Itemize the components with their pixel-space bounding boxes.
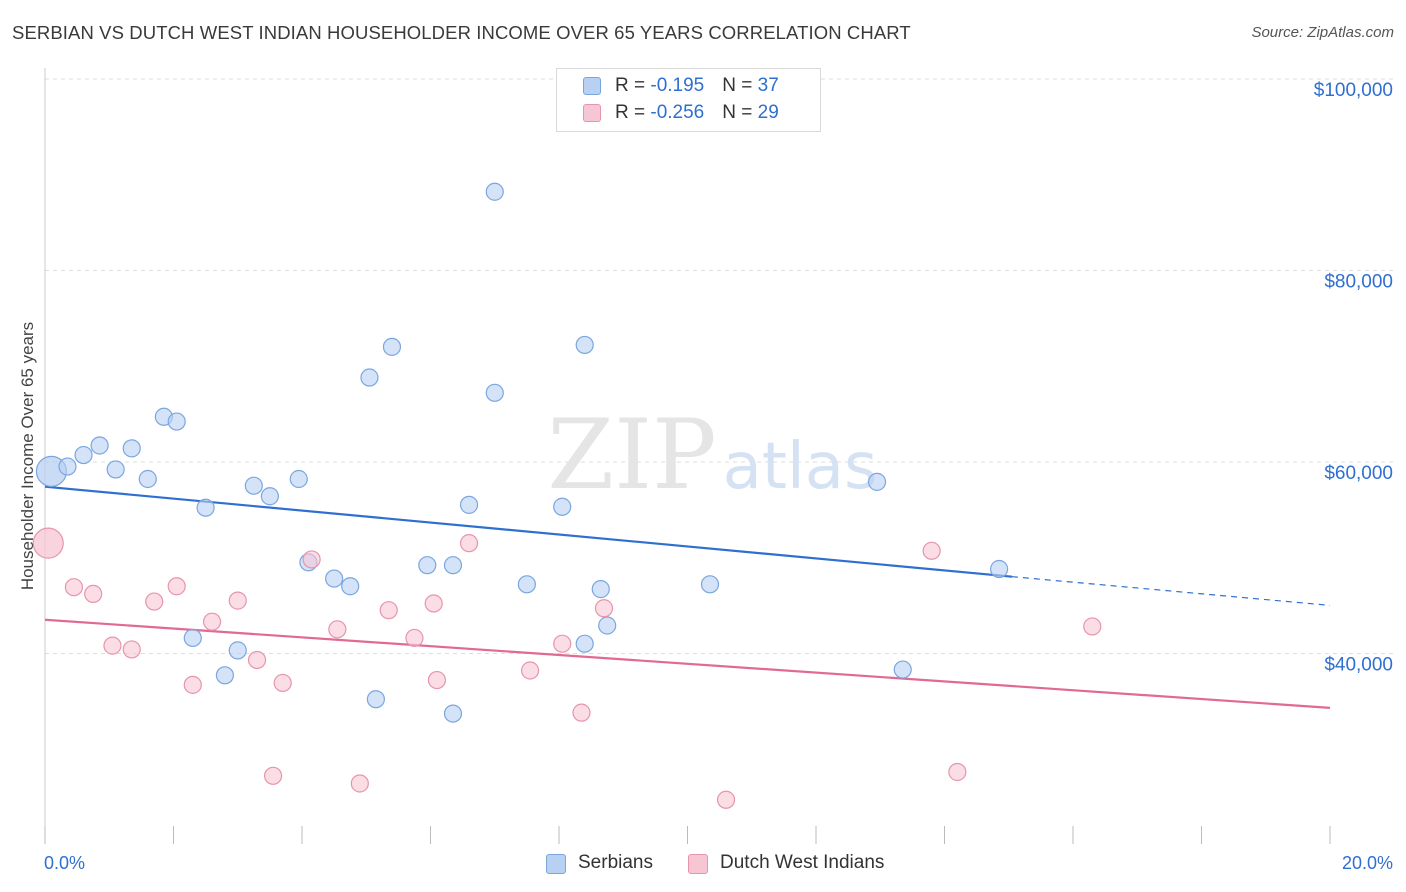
legend-r-value-serbians: -0.195 <box>650 75 705 96</box>
data-point-dutch <box>594 599 614 618</box>
data-point-serbians <box>485 182 504 201</box>
legend-n-label: N = <box>722 102 758 123</box>
watermark-zip: ZIP <box>547 399 716 511</box>
data-point-dutch <box>64 578 84 597</box>
data-point-serbians <box>196 498 215 517</box>
data-point-serbians <box>122 439 141 458</box>
legend-r-value-dutch: -0.256 <box>650 102 705 123</box>
data-point-serbians <box>325 569 344 588</box>
grid-layer <box>45 78 1393 654</box>
data-point-dutch <box>273 673 292 693</box>
legend-n-label: N = <box>722 75 758 96</box>
data-point-dutch <box>520 661 540 680</box>
data-point-dutch <box>103 636 122 655</box>
data-point-serbians <box>893 660 912 679</box>
data-point-dutch <box>84 584 103 604</box>
data-point-serbians <box>74 445 93 465</box>
x-tick-label-right: 20.0% <box>1342 853 1393 873</box>
data-point-serbians <box>183 628 202 648</box>
data-point-serbians <box>228 641 247 660</box>
data-point-dutch <box>32 527 64 559</box>
data-point-dutch <box>1083 617 1102 636</box>
data-point-serbians <box>215 666 234 685</box>
data-point-serbians <box>244 476 263 495</box>
legend-r-label: R = <box>615 102 651 123</box>
data-point-dutch <box>122 640 141 659</box>
data-point-serbians <box>260 487 279 506</box>
bottom-legend-swatch-dutch <box>688 854 708 874</box>
data-point-serbians <box>58 457 77 476</box>
data-point-dutch <box>247 650 267 670</box>
data-point-dutch <box>716 790 736 809</box>
data-point-serbians <box>138 469 157 489</box>
data-point-serbians <box>289 469 308 489</box>
data-point-serbians <box>867 472 887 491</box>
data-point-serbians <box>418 556 437 575</box>
source-label: Source: ZipAtlas.com <box>1251 24 1394 41</box>
data-point-dutch <box>263 766 283 785</box>
data-point-dutch <box>328 620 347 639</box>
data-point-serbians <box>575 335 594 355</box>
data-point-serbians <box>167 412 186 431</box>
data-point-dutch <box>922 541 941 560</box>
data-point-serbians <box>106 460 125 479</box>
legend-swatch-serbians <box>583 77 601 95</box>
trend-line-dutch <box>44 618 1331 709</box>
data-point-dutch <box>145 592 164 611</box>
legend-r-label: R = <box>615 75 651 96</box>
data-point-serbians <box>443 556 463 575</box>
data-point-serbians <box>553 497 572 516</box>
data-point-serbians <box>90 436 109 455</box>
data-point-serbians <box>591 580 610 599</box>
data-point-dutch <box>167 577 186 596</box>
data-point-dutch <box>183 675 202 694</box>
trend-line-dashed-serbians <box>1011 576 1331 606</box>
data-point-serbians <box>360 368 379 387</box>
y-tick-label: $40,000 <box>1324 655 1393 676</box>
data-point-dutch <box>302 550 321 569</box>
legend-n-value-serbians: 37 <box>757 75 779 96</box>
x-tick-label-left: 0.0% <box>44 853 85 873</box>
data-point-dutch <box>459 534 479 553</box>
y-tick-label: $100,000 <box>1314 80 1393 101</box>
watermark-atlas: atlas <box>723 430 878 504</box>
data-point-dutch <box>948 762 967 782</box>
data-point-dutch <box>427 670 447 690</box>
stats-legend: R = -0.195 N = 37 R = -0.256 N = 29 <box>556 68 821 132</box>
axis-layer <box>44 68 1331 844</box>
data-point-dutch <box>405 628 424 648</box>
data-point-serbians <box>341 577 360 596</box>
bottom-legend-label-dutch: Dutch West Indians <box>720 852 885 873</box>
bottom-legend-label-serbians: Serbians <box>578 852 653 873</box>
data-point-serbians <box>700 575 720 594</box>
data-point-serbians <box>459 495 479 514</box>
chart-title: SERBIAN VS DUTCH WEST INDIAN HOUSEHOLDER… <box>12 22 911 43</box>
legend-swatch-dutch <box>583 104 601 122</box>
data-point-serbians <box>517 575 536 594</box>
y-axis-label: Householder Income Over 65 years <box>18 321 37 591</box>
data-point-dutch <box>553 634 572 653</box>
bottom-legend-swatch-serbians <box>546 854 566 874</box>
data-point-dutch <box>379 601 398 620</box>
data-point-dutch <box>228 591 247 610</box>
label-layer: $100,000 $80,000 $60,000 $40,000 0.0% 20.0% <box>44 80 1393 873</box>
data-point-serbians <box>443 704 463 723</box>
data-point-dutch <box>202 612 222 631</box>
data-point-serbians <box>598 616 617 635</box>
points-layer <box>32 182 1102 809</box>
data-point-serbians <box>366 690 385 709</box>
data-point-dutch <box>350 774 369 793</box>
data-point-dutch <box>424 594 443 613</box>
data-point-serbians <box>382 337 402 356</box>
legend-n-value-dutch: 29 <box>757 102 779 123</box>
data-point-dutch <box>572 703 591 722</box>
data-point-serbians <box>485 383 504 402</box>
y-tick-label: $60,000 <box>1324 463 1393 484</box>
data-point-serbians <box>575 634 594 653</box>
data-point-serbians <box>990 559 1009 579</box>
y-tick-label: $80,000 <box>1324 272 1393 293</box>
